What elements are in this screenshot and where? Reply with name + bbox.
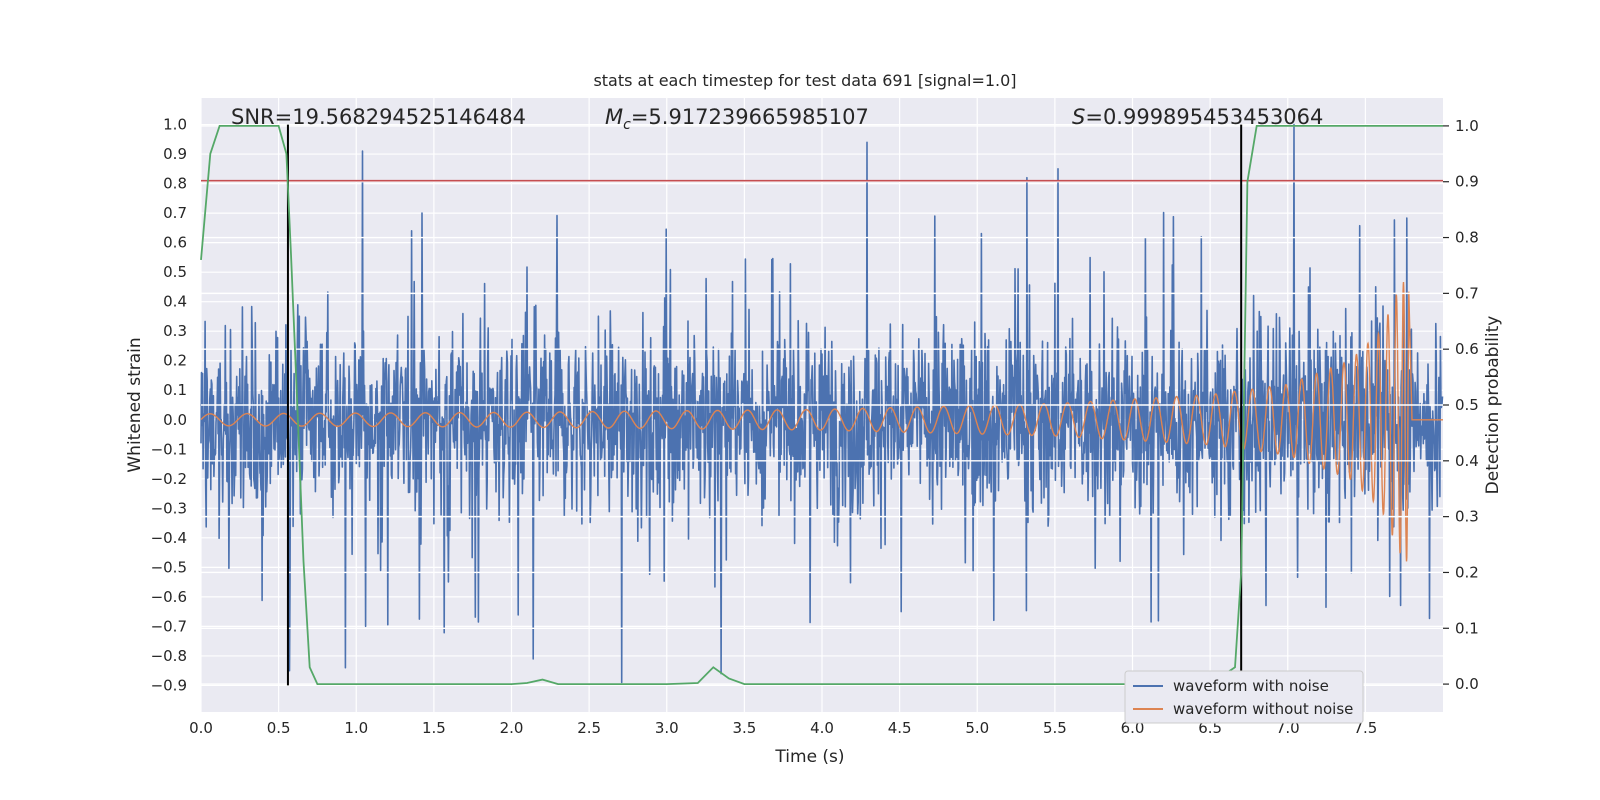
mc-subscript: c [623,117,631,133]
y-tick-label: 0.1 [163,381,187,399]
x-tick-label: 4.5 [888,719,912,737]
y2-tick-label: 0.7 [1455,284,1479,302]
y-tick-label: 0.6 [163,234,187,252]
x-tick-label: 2.0 [500,719,524,737]
y-tick-label: 0.4 [163,293,187,311]
series-waveform-with-noise [200,123,1444,684]
y2-tick-label: 0.2 [1455,563,1479,581]
x-tick-label: 3.5 [732,719,756,737]
y-tick-label: −0.3 [151,499,187,517]
y2-tick-label: 0.4 [1455,452,1479,470]
y-tick-label: −0.7 [151,617,187,635]
y-tick-label: 1.0 [163,116,187,134]
y-tick-label: −0.1 [151,440,187,458]
x-axis-label: Time (s) [774,747,844,767]
y-tick-label: 0.3 [163,322,187,340]
x-tick-label: 4.0 [810,719,834,737]
y-tick-label: −0.2 [151,470,187,488]
y-tick-label: −0.8 [151,647,187,665]
y2-tick-label: 0.3 [1455,508,1479,526]
x-tick-label: 0.5 [267,719,291,737]
legend-box [1124,670,1364,724]
x-tick-label: 1.5 [422,719,446,737]
y-axis-label: Whitened strain [125,337,145,472]
y-tick-label: −0.4 [151,529,187,547]
mc-annotation: Mc=5.917239665985107 [605,105,869,133]
y2-tick-label: 0.1 [1455,619,1479,637]
mc-value: =5.917239665985107 [631,105,869,129]
x-tick-label: 5.0 [965,719,989,737]
y-tick-label: 0.0 [163,411,187,429]
y-tick-label: 0.5 [163,263,187,281]
x-tick-label: 2.5 [577,719,601,737]
y-tick-label: 0.7 [163,204,187,222]
y-tick-label: 0.9 [163,145,187,163]
x-tick-label: 3.0 [655,719,679,737]
x-tick-label: 5.5 [1043,719,1067,737]
series-waveform-without-noise [200,281,1443,562]
y2-tick-label: 1.0 [1455,117,1479,135]
s-annotation: S=0.999895453453064 [1072,105,1323,129]
legend-label-noise: waveform with noise [1173,677,1329,695]
y-tick-label: 0.8 [163,175,187,193]
chart-title: stats at each timestep for test data 691… [593,71,1016,90]
y-tick-label: 0.2 [163,352,187,370]
legend: waveform with noise waveform without noi… [1124,670,1364,724]
y2-tick-label: 0.0 [1455,675,1479,693]
mc-symbol: M [605,105,623,129]
s-symbol: S [1072,105,1085,129]
legend-label-clean: waveform without noise [1173,700,1353,718]
y2-tick-label: 0.6 [1455,340,1479,358]
y2-axis-label: Detection probability [1483,316,1503,495]
y-tick-label: −0.5 [151,558,187,576]
y-tick-label: −0.6 [151,588,187,606]
y2-tick-label: 0.5 [1455,396,1479,414]
y2-tick-label: 0.9 [1455,173,1479,191]
x-tick-label: 1.0 [344,719,368,737]
snr-annotation: SNR=19.568294525146484 [231,105,526,129]
s-value: =0.999895453453064 [1085,105,1323,129]
x-tick-label: 0.0 [189,719,213,737]
y-tick-label: −0.9 [151,676,187,694]
y2-tick-label: 0.8 [1455,229,1479,247]
